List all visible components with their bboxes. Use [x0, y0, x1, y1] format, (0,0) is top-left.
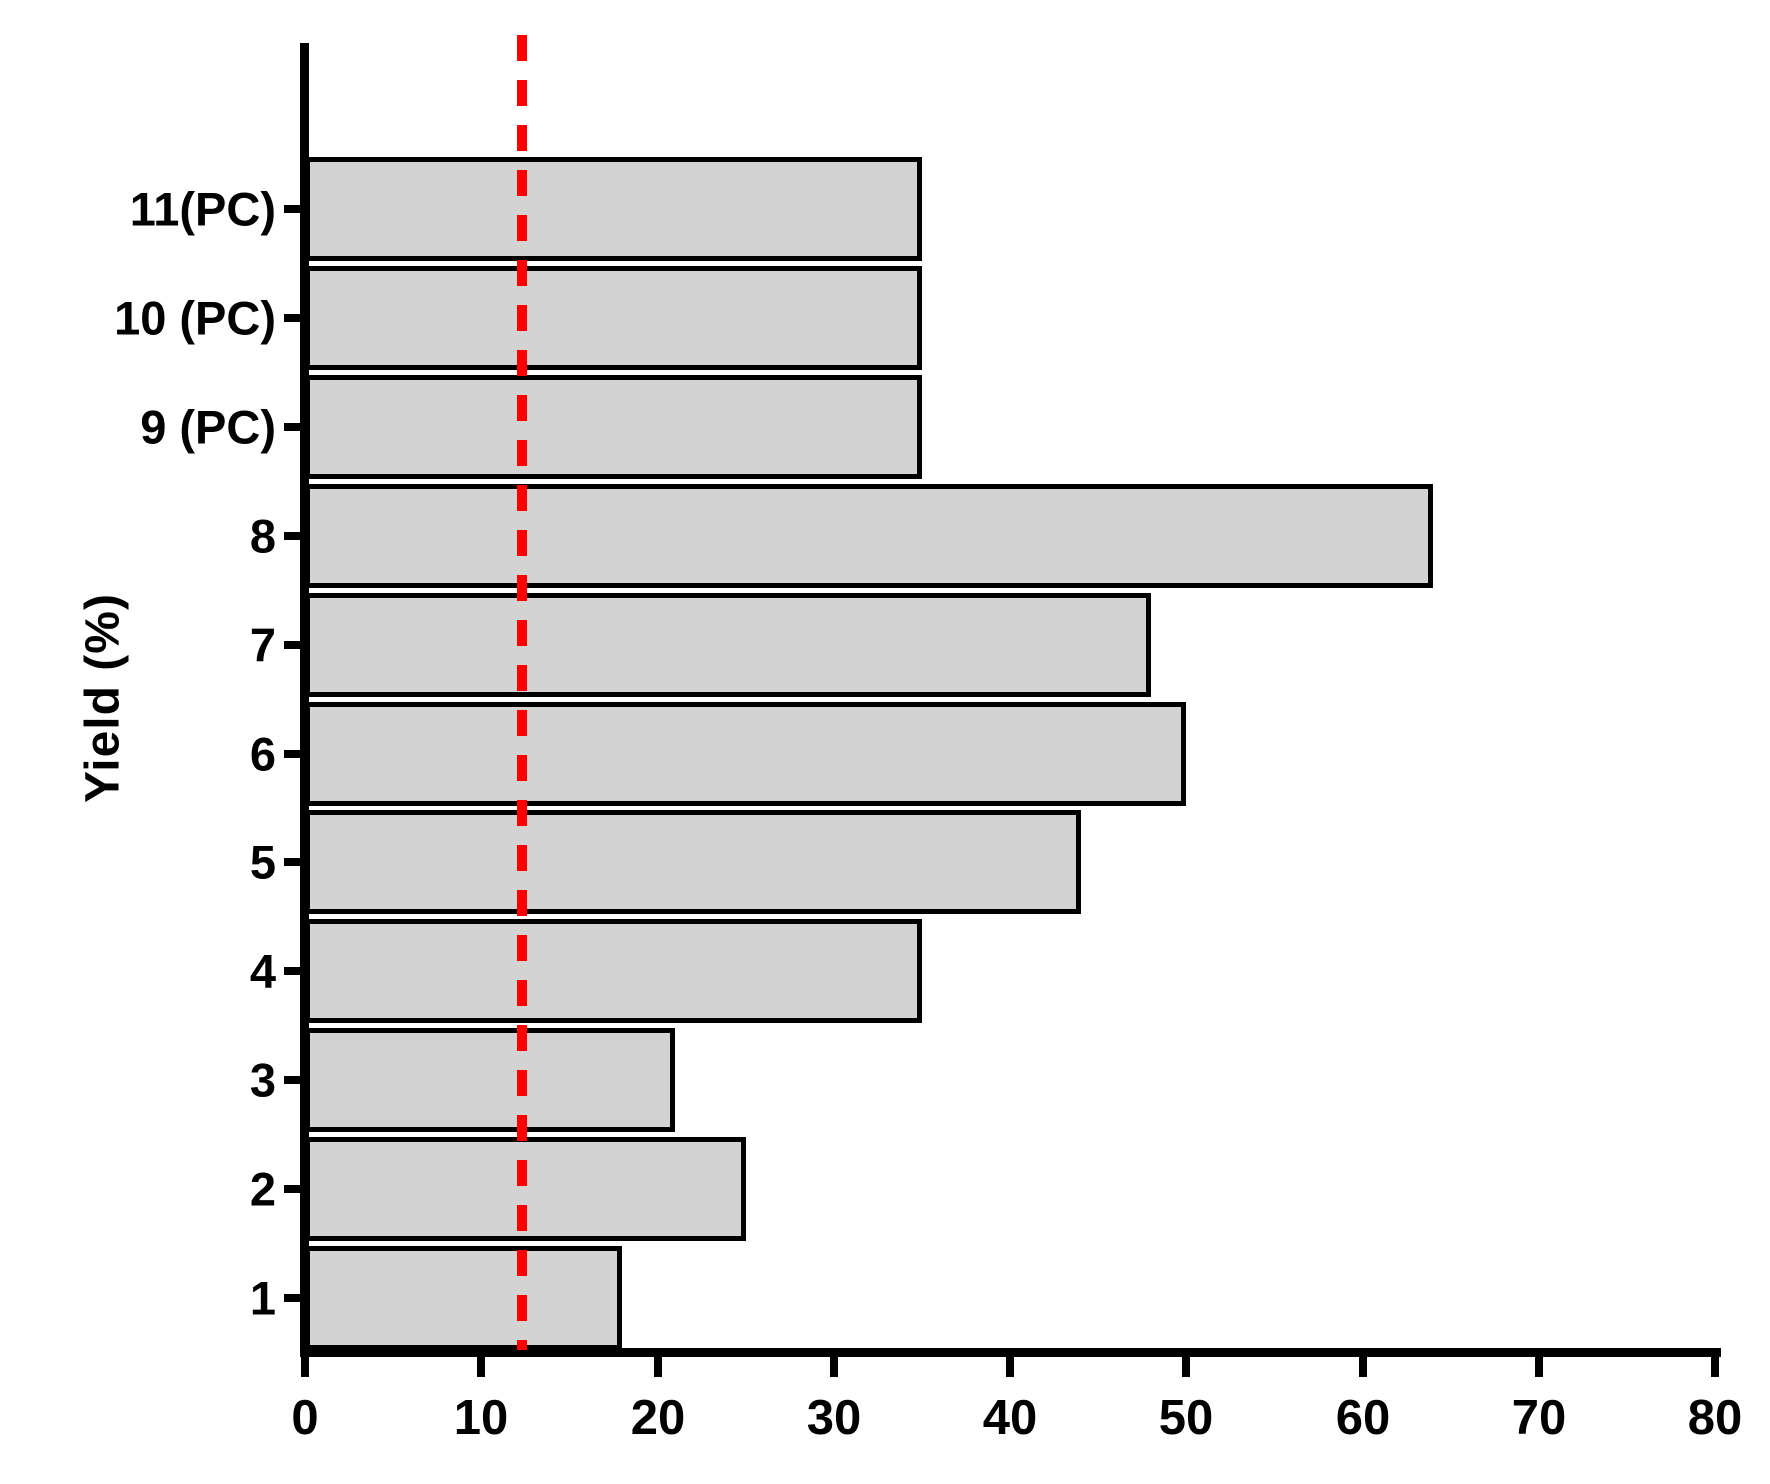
x-tick-70	[1535, 1357, 1543, 1377]
y-tick-11-pc	[284, 205, 305, 213]
y-axis-line	[300, 43, 309, 1357]
y-tick-label-3: 3	[249, 1053, 276, 1107]
y-tick-1	[284, 1294, 305, 1302]
y-tick-label-9-pc: 9 (PC)	[140, 400, 276, 454]
x-tick-40	[1006, 1357, 1014, 1377]
y-tick-label-5: 5	[249, 835, 276, 889]
bar-6	[305, 702, 1186, 806]
x-tick-label-0: 0	[291, 1391, 319, 1445]
x-tick-80	[1711, 1357, 1719, 1377]
x-tick-label-10: 10	[453, 1391, 509, 1445]
x-tick-label-60: 60	[1335, 1391, 1391, 1445]
y-tick-label-10-pc: 10 (PC)	[114, 291, 276, 345]
y-tick-label-1: 1	[249, 1271, 276, 1325]
y-tick-8	[284, 532, 305, 540]
x-tick-label-30: 30	[806, 1391, 862, 1445]
y-tick-4	[284, 967, 305, 975]
x-tick-10	[477, 1357, 485, 1377]
reference-dashed-line	[517, 35, 527, 1350]
x-tick-label-80: 80	[1687, 1391, 1743, 1445]
x-tick-label-40: 40	[982, 1391, 1038, 1445]
bar-8	[305, 484, 1433, 588]
y-tick-6	[284, 750, 305, 758]
y-tick-3	[284, 1076, 305, 1084]
bar-3	[305, 1028, 675, 1132]
y-tick-label-8: 8	[249, 509, 276, 563]
y-tick-2	[284, 1185, 305, 1193]
x-tick-label-50: 50	[1158, 1391, 1214, 1445]
x-axis-line	[300, 1348, 1721, 1357]
bar-1	[305, 1246, 622, 1350]
y-tick-label-2: 2	[249, 1162, 276, 1216]
x-tick-50	[1182, 1357, 1190, 1377]
x-tick-label-70: 70	[1511, 1391, 1567, 1445]
x-tick-60	[1359, 1357, 1367, 1377]
bar-5	[305, 810, 1081, 914]
bar-9-pc	[305, 375, 922, 479]
y-tick-label-6: 6	[249, 727, 276, 781]
bar-11-pc	[305, 157, 922, 261]
y-tick-7	[284, 641, 305, 649]
y-tick-10-pc	[284, 314, 305, 322]
bar-4	[305, 919, 922, 1023]
x-tick-30	[830, 1357, 838, 1377]
y-tick-label-4: 4	[249, 944, 276, 998]
y-tick-label-11-pc: 11(PC)	[129, 182, 276, 236]
bar-10-pc	[305, 266, 922, 370]
y-tick-label-7: 7	[249, 618, 276, 672]
x-tick-label-20: 20	[630, 1391, 686, 1445]
x-tick-20	[654, 1357, 662, 1377]
x-tick-0	[301, 1357, 309, 1377]
bar-7	[305, 593, 1151, 697]
y-tick-9-pc	[284, 423, 305, 431]
y-tick-5	[284, 858, 305, 866]
y-axis-title: Yield (%)	[76, 593, 130, 803]
